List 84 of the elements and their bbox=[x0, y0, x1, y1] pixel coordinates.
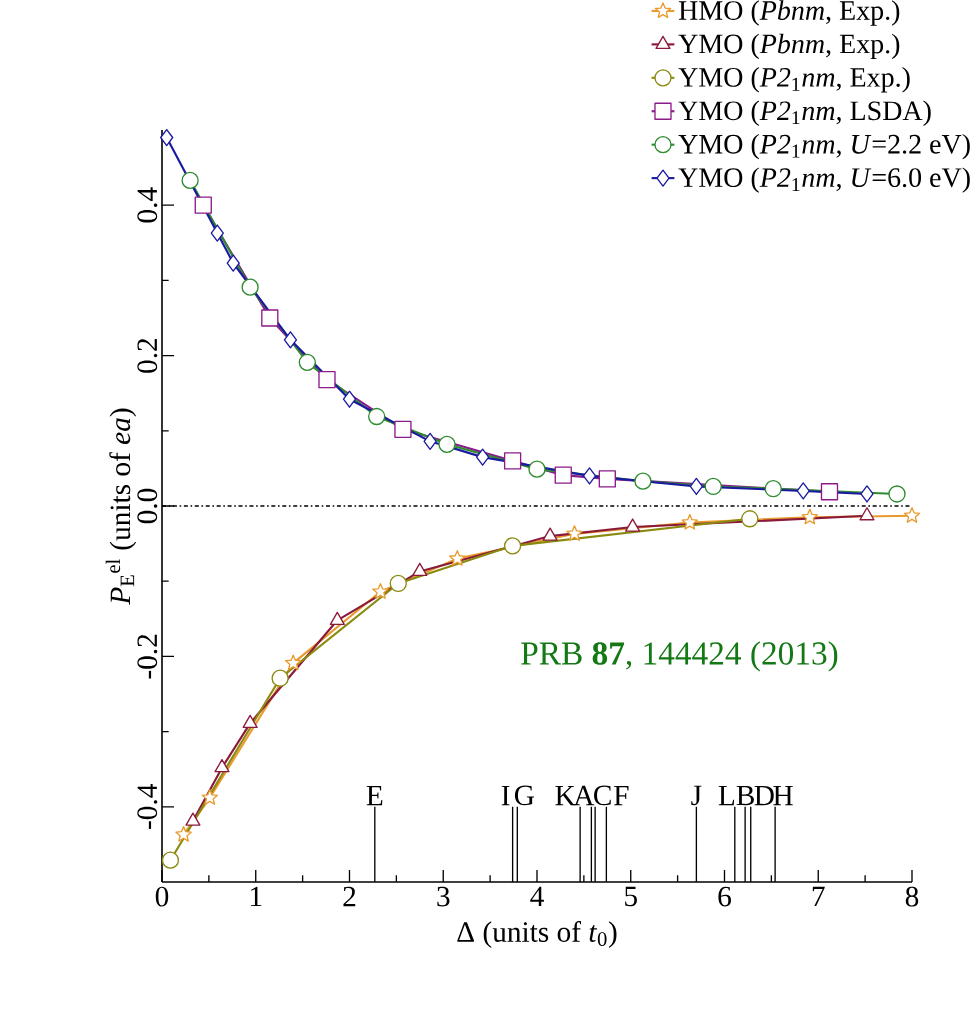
point bbox=[368, 407, 386, 426]
point bbox=[625, 518, 641, 532]
y-tick-label: -0.2 bbox=[137, 634, 158, 679]
ref-line-label: J bbox=[691, 785, 702, 806]
point bbox=[261, 309, 279, 327]
point bbox=[542, 527, 558, 541]
annotation: PRB 87, 144424 (2013) bbox=[521, 641, 838, 672]
point bbox=[175, 825, 192, 842]
point bbox=[796, 482, 810, 500]
point bbox=[689, 477, 704, 496]
y-tick-label: 0.4 bbox=[137, 187, 158, 223]
point bbox=[820, 483, 839, 501]
point bbox=[210, 224, 224, 242]
x-tick-label: 0 bbox=[155, 886, 169, 907]
ref-line-label: D bbox=[754, 785, 774, 806]
point bbox=[423, 432, 437, 450]
point bbox=[449, 549, 466, 566]
point bbox=[181, 171, 199, 190]
point bbox=[475, 448, 490, 466]
ref-line-label: G bbox=[514, 785, 535, 806]
point bbox=[764, 480, 782, 498]
point bbox=[214, 759, 230, 773]
point bbox=[503, 452, 522, 470]
legend-label: HMO (Pbnm, Exp.) bbox=[678, 0, 900, 26]
point bbox=[528, 460, 546, 478]
point bbox=[412, 562, 428, 577]
point bbox=[566, 525, 583, 541]
ref-line-label: H bbox=[773, 785, 793, 806]
x-tick-label: 4 bbox=[530, 886, 544, 907]
point bbox=[554, 466, 572, 484]
point bbox=[194, 196, 212, 214]
point bbox=[582, 467, 597, 485]
point bbox=[860, 485, 874, 503]
point bbox=[372, 583, 389, 599]
point bbox=[160, 128, 174, 147]
legend-label: YMO (P2$_{1}$nm, U=2.2 eV) bbox=[678, 133, 970, 160]
point bbox=[741, 510, 759, 528]
ref-line-label: E bbox=[366, 785, 383, 806]
point bbox=[389, 574, 407, 593]
legend-label: YMO (P2$_{1}$nm, Exp.) bbox=[678, 67, 910, 93]
point bbox=[284, 654, 302, 671]
point bbox=[704, 477, 722, 496]
point bbox=[634, 472, 652, 490]
point bbox=[598, 470, 616, 488]
point bbox=[888, 485, 906, 503]
point bbox=[242, 714, 258, 728]
y-tick-label: 0.0 bbox=[137, 488, 158, 524]
legend-label: YMO (P2$_{1}$nm, U=6.0 eV) bbox=[678, 167, 970, 193]
x-tick-label: 3 bbox=[437, 886, 450, 907]
point bbox=[201, 789, 219, 805]
legend-label: YMO (Pbnm, Exp.) bbox=[678, 33, 900, 60]
ref-line-label: B bbox=[736, 785, 754, 806]
point bbox=[394, 420, 412, 438]
point bbox=[801, 508, 819, 525]
y-axis-title: P$_{E}$$^{el}$ (units of ea) bbox=[105, 408, 137, 605]
x-tick-label: 5 bbox=[625, 886, 637, 907]
x-axis-title: Δ (units of t$_{0}$) bbox=[457, 920, 617, 948]
ref-line-label: F bbox=[614, 785, 629, 806]
point bbox=[298, 353, 316, 372]
y-tick-label: -0.4 bbox=[137, 784, 158, 829]
y-tick-label: 0.2 bbox=[137, 338, 158, 373]
x-tick-label: 1 bbox=[250, 886, 262, 907]
point bbox=[681, 513, 699, 530]
x-tick-label: 7 bbox=[812, 886, 825, 906]
point bbox=[161, 851, 180, 869]
point bbox=[859, 507, 875, 521]
legend-label: YMO (P2$_{1}$nm, LSDA) bbox=[678, 100, 931, 126]
point bbox=[185, 812, 201, 826]
point bbox=[342, 390, 357, 408]
point bbox=[503, 537, 522, 555]
point bbox=[271, 669, 289, 687]
x-tick-label: 8 bbox=[905, 886, 919, 907]
ref-line-label: L bbox=[718, 785, 735, 806]
ref-line-label: C bbox=[594, 785, 611, 806]
point bbox=[241, 278, 259, 296]
point bbox=[438, 435, 456, 454]
ref-line-label: I bbox=[501, 785, 510, 806]
point bbox=[226, 254, 240, 272]
point bbox=[903, 507, 921, 523]
x-tick-label: 2 bbox=[343, 886, 356, 907]
point bbox=[329, 611, 345, 625]
point bbox=[283, 331, 298, 349]
point bbox=[318, 370, 336, 389]
x-tick-label: 6 bbox=[718, 886, 731, 907]
